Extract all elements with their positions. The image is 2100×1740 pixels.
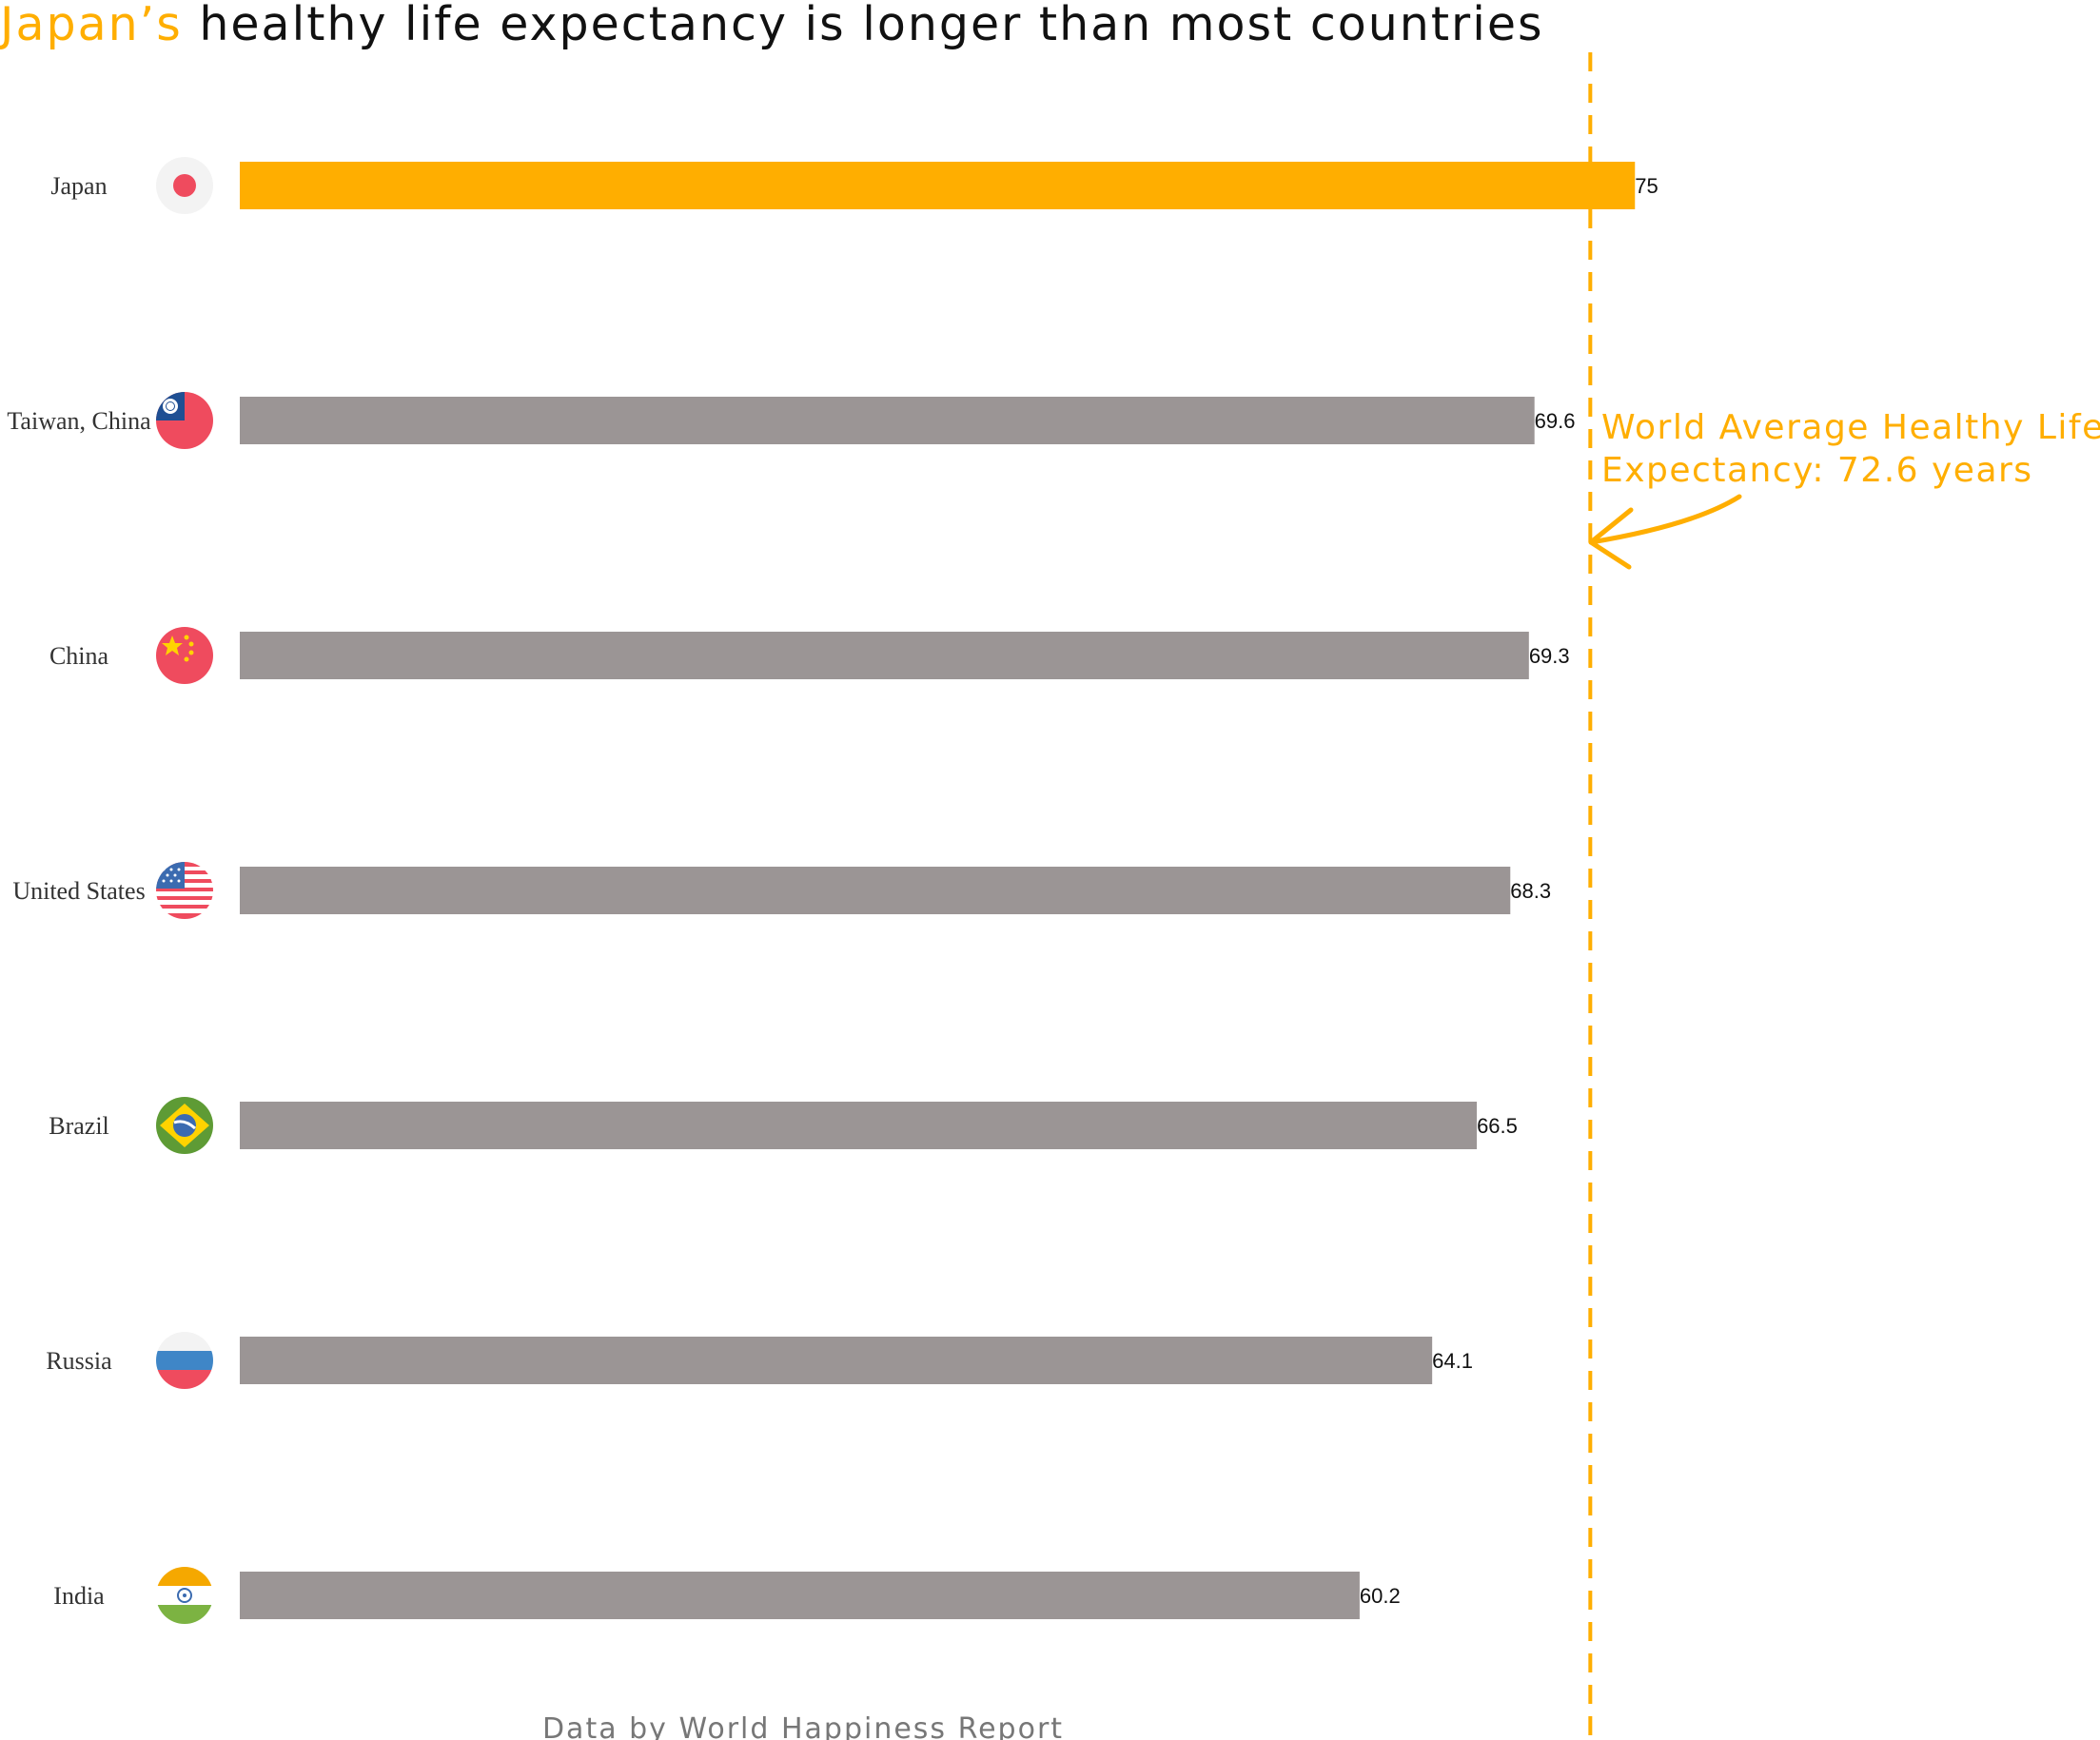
source-note: Data by World Happiness Report (542, 1712, 1064, 1740)
annotation-line-2: Expectancy: 72.6 years (1601, 451, 2033, 490)
category-label-india: India (53, 1582, 105, 1610)
china-flag-icon (156, 627, 213, 684)
annotation-arrow (1588, 494, 1742, 545)
value-label-brazil: 66.5 (1477, 1114, 1518, 1138)
value-label-china: 69.3 (1529, 644, 1570, 668)
bar-taiwan-china (240, 397, 1535, 444)
category-label-taiwan-china: Taiwan, China (7, 407, 151, 435)
category-label-china: China (49, 642, 109, 670)
title-rest: healthy life expectancy is longer than m… (183, 0, 1544, 51)
flags (156, 157, 213, 1624)
category-label-united-states: United States (12, 877, 145, 905)
value-labels: 75 69.6 69.3 68.3 66.5 64.1 60.2 (1360, 174, 1658, 1608)
value-label-japan: 75 (1635, 174, 1658, 198)
chart-title: Japan’s healthy life expectancy is longe… (0, 0, 1544, 51)
annotation-line-1: World Average Healthy Life (1601, 408, 2100, 447)
category-label-brazil: Brazil (49, 1112, 109, 1140)
bar-china (240, 632, 1529, 679)
value-label-india: 60.2 (1360, 1584, 1401, 1608)
india-flag-icon (156, 1567, 213, 1624)
title-highlight: Japan’s (0, 0, 183, 51)
bars (240, 162, 1636, 1619)
value-label-taiwan-china: 69.6 (1535, 409, 1576, 433)
bar-brazil (240, 1102, 1478, 1149)
taiwan-flag-icon (156, 392, 213, 449)
value-label-united-states: 68.3 (1510, 879, 1551, 903)
bar-russia (240, 1337, 1433, 1384)
annotation-arrow-head (1588, 507, 1634, 570)
usa-flag-icon (156, 862, 213, 919)
bar-india (240, 1572, 1360, 1619)
category-label-russia: Russia (46, 1347, 112, 1375)
bar-japan (240, 162, 1636, 209)
russia-flag-icon (156, 1332, 213, 1389)
category-labels: Japan Taiwan, China China United States Braz… (7, 172, 151, 1610)
japan-flag-icon (156, 157, 213, 214)
brazil-flag-icon (156, 1097, 213, 1154)
value-label-russia: 64.1 (1432, 1349, 1473, 1373)
bar-united-states (240, 867, 1511, 914)
category-label-japan: Japan (50, 172, 107, 200)
